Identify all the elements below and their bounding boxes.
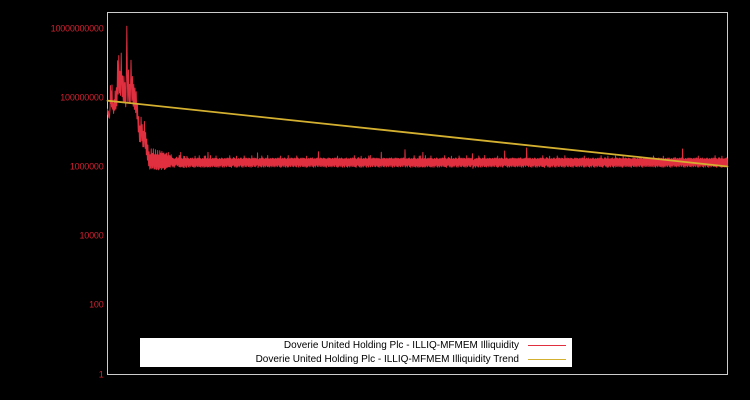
illiquidity-series-line bbox=[107, 25, 728, 171]
y-axis-tick-label: 100 bbox=[89, 299, 104, 310]
y-axis-tick-label: 100000000 bbox=[60, 92, 104, 103]
legend-entry[interactable]: Doverie United Holding Plc - ILLIQ-MFMEM… bbox=[140, 339, 572, 353]
plot-frame-rect bbox=[107, 12, 728, 375]
legend-entry-label: Doverie United Holding Plc - ILLIQ-MFMEM… bbox=[255, 353, 519, 365]
illiquidity-trend-line bbox=[106, 99, 729, 168]
series-group bbox=[106, 25, 729, 171]
chart-legend: Doverie United Holding Plc - ILLIQ-MFMEM… bbox=[140, 338, 572, 367]
legend-color-swatch bbox=[528, 359, 566, 360]
legend-color-swatch bbox=[528, 345, 566, 346]
plot-frame bbox=[107, 12, 728, 375]
y-axis-tick-label: 1 bbox=[98, 369, 104, 379]
legend-entry[interactable]: Doverie United Holding Plc - ILLIQ-MFMEM… bbox=[140, 353, 572, 367]
legend-entry-label: Doverie United Holding Plc - ILLIQ-MFMEM… bbox=[283, 339, 519, 351]
y-axis-tick-label: 10000 bbox=[79, 230, 104, 241]
y-axis-tick-label: 10000000000 bbox=[50, 23, 104, 34]
y-axis-tick-label: 1000000 bbox=[69, 161, 104, 172]
